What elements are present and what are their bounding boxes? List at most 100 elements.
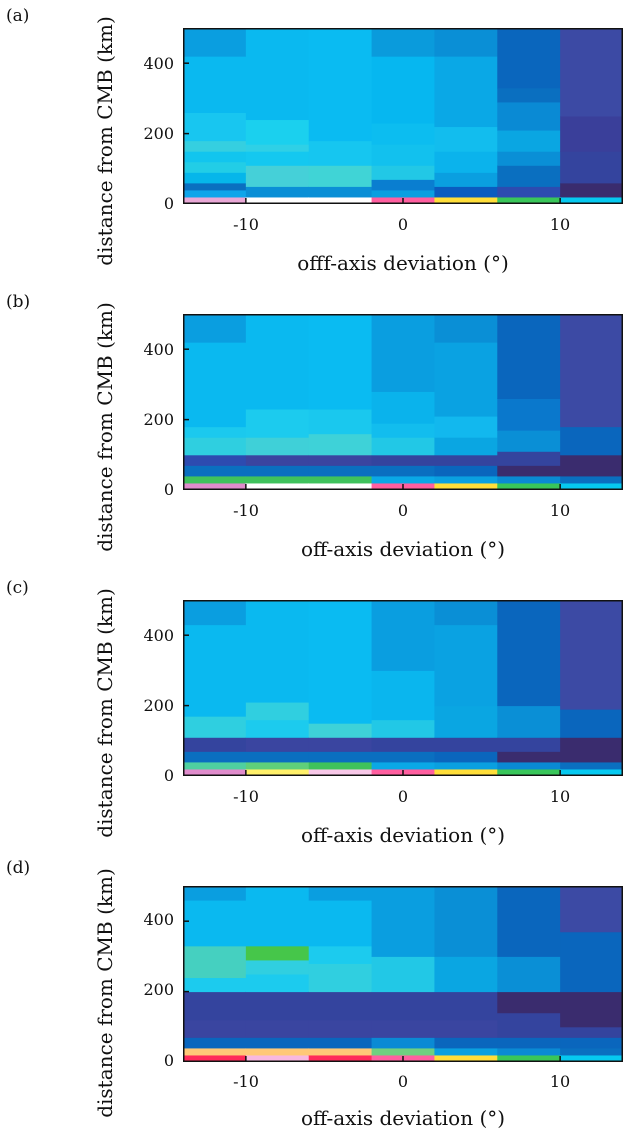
heatmap-cell [560, 426, 623, 456]
y-tick-label: 400 [143, 340, 174, 359]
heatmap-cell [183, 600, 247, 626]
y-tick-label: 0 [163, 194, 174, 213]
heatmap-cell [434, 126, 498, 152]
heatmap-cell [560, 454, 623, 477]
heatmap-cell [560, 768, 623, 776]
heatmap-cell [183, 182, 247, 191]
heatmap-cell [371, 737, 435, 752]
heatmap-cell [371, 189, 435, 198]
heatmap-cell [434, 1047, 498, 1056]
y-tick-label: 400 [143, 626, 174, 645]
x-tick-label: 10 [549, 501, 571, 520]
heatmap-cell [371, 123, 435, 145]
heatmap-cell [434, 186, 498, 198]
heatmap-cell [183, 945, 247, 979]
heatmap-cell [183, 737, 247, 752]
heatmap-cell [308, 140, 373, 166]
heatmap-cell [371, 991, 435, 1021]
x-axis-label: off-axis deviation (°) [300, 1106, 506, 1130]
heatmap-cell [183, 977, 247, 993]
x-tick-label: -10 [233, 787, 259, 806]
heatmap-cell [434, 482, 498, 490]
heatmap-cell [497, 956, 561, 993]
heatmap-cell [434, 475, 498, 484]
heatmap-cell [560, 116, 623, 152]
heatmap-cell [245, 165, 310, 187]
heatmap-cell [371, 1019, 435, 1038]
heatmap-cell [434, 172, 498, 187]
heatmap-cell [245, 1047, 310, 1056]
heatmap-cell [245, 196, 310, 204]
panel-a: (a) distance from CMB (km) 400 200 0 -10… [0, 0, 626, 282]
heatmap-cell [371, 600, 435, 671]
heatmap-cell [183, 454, 247, 466]
heatmap-cell [434, 624, 498, 707]
y-axis-label: distance from CMB (km) [93, 302, 117, 552]
heatmap-cell [371, 1047, 435, 1056]
heatmap-cell [497, 101, 561, 131]
heatmap-cell [434, 1037, 498, 1049]
heatmap-cell [245, 719, 310, 738]
heatmap-cell [371, 886, 435, 957]
heatmap-cell [245, 600, 310, 703]
heatmap-plot [183, 886, 623, 1062]
heatmap-cell [560, 151, 623, 184]
heatmap-cell [371, 423, 435, 438]
heatmap-cell [245, 409, 310, 438]
heatmap-cell [245, 1037, 310, 1049]
heatmap-cell [183, 482, 247, 490]
heatmap-cell [245, 465, 310, 477]
heatmap-cell [560, 886, 623, 933]
heatmap-cell [560, 1026, 623, 1038]
heatmap-cell [371, 454, 435, 466]
heatmap-cell [497, 482, 561, 490]
panel-label: (d) [6, 858, 31, 878]
heatmap-cell [371, 719, 435, 738]
y-tick-label: 200 [143, 124, 174, 143]
x-tick-label: 0 [397, 787, 409, 806]
heatmap-cell [308, 196, 373, 204]
y-tick-label: 0 [163, 480, 174, 499]
heatmap-cell [308, 737, 373, 752]
heatmap-cell [183, 426, 247, 438]
heatmap-cell [497, 751, 561, 763]
heatmap-cell [183, 1047, 247, 1056]
heatmap-cell [560, 600, 623, 710]
heatmap-cell [497, 768, 561, 776]
heatmap-cell [434, 751, 498, 763]
heatmap-cell [497, 886, 561, 957]
heatmap-cell [183, 900, 247, 947]
heatmap-cell [308, 991, 373, 1021]
heatmap-cell [434, 705, 498, 738]
heatmap-cell [183, 28, 247, 57]
heatmap-cell [560, 182, 623, 198]
panel-label: (b) [6, 292, 31, 312]
heatmap-cell [434, 737, 498, 752]
heatmap-cell [560, 761, 623, 770]
heatmap-cell [434, 886, 498, 957]
heatmap-cell [308, 751, 373, 763]
x-tick-label: 0 [397, 215, 409, 234]
x-tick-label: 10 [549, 787, 571, 806]
heatmap-cell [245, 751, 310, 763]
heatmap-cell [308, 409, 373, 435]
heatmap-cell [245, 151, 310, 166]
heatmap-cell [497, 130, 561, 152]
heatmap-cell [497, 87, 561, 103]
heatmap-cell [308, 482, 373, 490]
heatmap-cell [308, 314, 373, 410]
heatmap-cell [434, 991, 498, 1021]
heatmap-cell [371, 56, 435, 124]
y-axis-label: distance from CMB (km) [93, 588, 117, 838]
heatmap-cell [371, 670, 435, 721]
heatmap-cell [245, 482, 310, 490]
heatmap-cell [308, 28, 373, 142]
x-tick-label: -10 [233, 501, 259, 520]
heatmap-cell [497, 28, 561, 89]
heatmap-cell [497, 186, 561, 198]
heatmap-cell [434, 342, 498, 417]
heatmap-cell [183, 624, 247, 717]
heatmap-cell [371, 437, 435, 456]
y-axis-label: distance from CMB (km) [93, 868, 117, 1118]
heatmap-cell [245, 737, 310, 752]
